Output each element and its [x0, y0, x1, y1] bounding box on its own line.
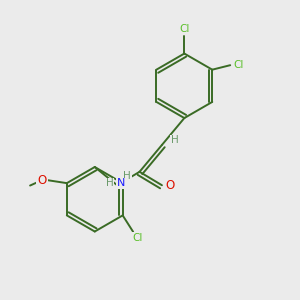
- Text: O: O: [165, 179, 175, 192]
- Text: Cl: Cl: [233, 60, 244, 70]
- Text: H: H: [106, 178, 114, 188]
- Text: Cl: Cl: [179, 24, 190, 34]
- Text: H: H: [171, 135, 178, 146]
- Text: N: N: [117, 178, 125, 188]
- Text: Cl: Cl: [132, 233, 142, 243]
- Text: O: O: [38, 174, 47, 187]
- Text: H: H: [123, 171, 131, 181]
